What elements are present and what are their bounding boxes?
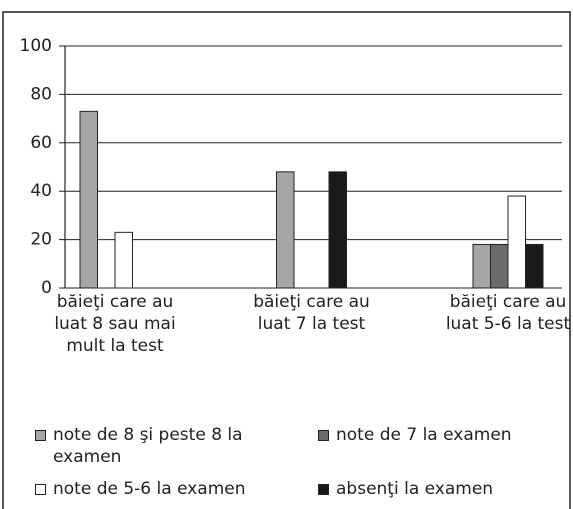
legend-item: absenţi la examen [318, 478, 568, 500]
bar [114, 231, 133, 289]
y-tick-label: 0 [41, 278, 52, 298]
frame [2, 11, 571, 509]
legend-swatch [318, 484, 329, 495]
bar [525, 243, 544, 289]
y-tick-label: 100 [20, 36, 52, 56]
y-tick-label: 80 [30, 84, 52, 104]
legend-label: absenţi la examen [336, 479, 494, 499]
legend-swatch [318, 430, 329, 441]
legend-swatch [35, 430, 46, 441]
bar [472, 243, 491, 289]
y-tick-label: 20 [30, 230, 52, 250]
legend-item: note de 5-6 la examen [35, 478, 285, 500]
legend-label: note de 8 şi peste 8 la examen [53, 425, 243, 467]
x-tick-label: băieţi care au luat 7 la test [253, 292, 370, 334]
legend-swatch [35, 484, 46, 495]
y-tick-label: 40 [30, 181, 52, 201]
bar [507, 195, 526, 289]
legend-label: note de 7 la examen [336, 425, 512, 445]
x-tick-label: băieţi care au luat 8 sau mai mult la te… [54, 292, 176, 356]
bar [276, 171, 295, 289]
y-tick-label: 60 [30, 133, 52, 153]
bar [79, 110, 98, 289]
bar [490, 243, 509, 289]
legend-label: note de 5-6 la examen [53, 479, 246, 499]
x-tick-label: băieţi care au luat 5-6 la test [445, 292, 571, 334]
bar [328, 171, 347, 289]
legend-item: note de 8 şi peste 8 la examen [35, 424, 285, 468]
legend-item: note de 7 la examen [318, 424, 568, 446]
